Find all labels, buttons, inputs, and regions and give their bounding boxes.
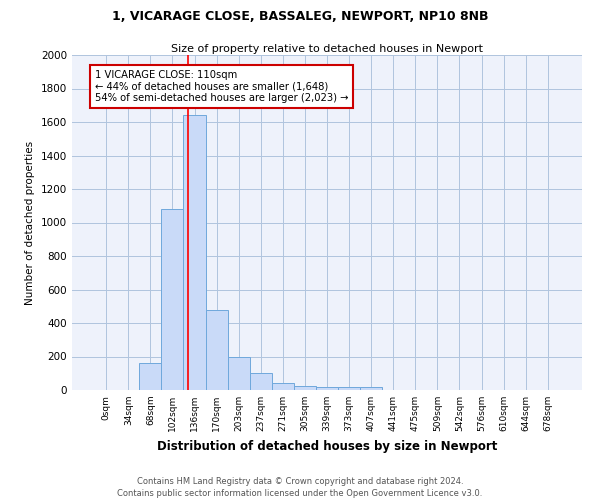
Title: Size of property relative to detached houses in Newport: Size of property relative to detached ho… (171, 44, 483, 54)
Bar (161, 209, 184, 390)
Bar (316, 386, 338, 390)
Text: Contains HM Land Registry data © Crown copyright and database right 2024.
Contai: Contains HM Land Registry data © Crown c… (118, 476, 482, 498)
Bar (184, 116, 206, 390)
Y-axis label: Number of detached properties: Number of detached properties (25, 140, 35, 304)
X-axis label: Distribution of detached houses by size in Newport: Distribution of detached houses by size … (157, 440, 497, 452)
Bar (250, 373, 272, 390)
Text: 1 VICARAGE CLOSE: 110sqm
← 44% of detached houses are smaller (1,648)
54% of sem: 1 VICARAGE CLOSE: 110sqm ← 44% of detach… (95, 70, 349, 103)
Bar (360, 386, 382, 390)
Bar (227, 356, 250, 390)
Bar (272, 384, 294, 390)
Bar (139, 363, 161, 390)
Bar (206, 310, 227, 390)
Text: 1, VICARAGE CLOSE, BASSALEG, NEWPORT, NP10 8NB: 1, VICARAGE CLOSE, BASSALEG, NEWPORT, NP… (112, 10, 488, 23)
Bar (338, 388, 360, 390)
Bar (294, 386, 316, 390)
